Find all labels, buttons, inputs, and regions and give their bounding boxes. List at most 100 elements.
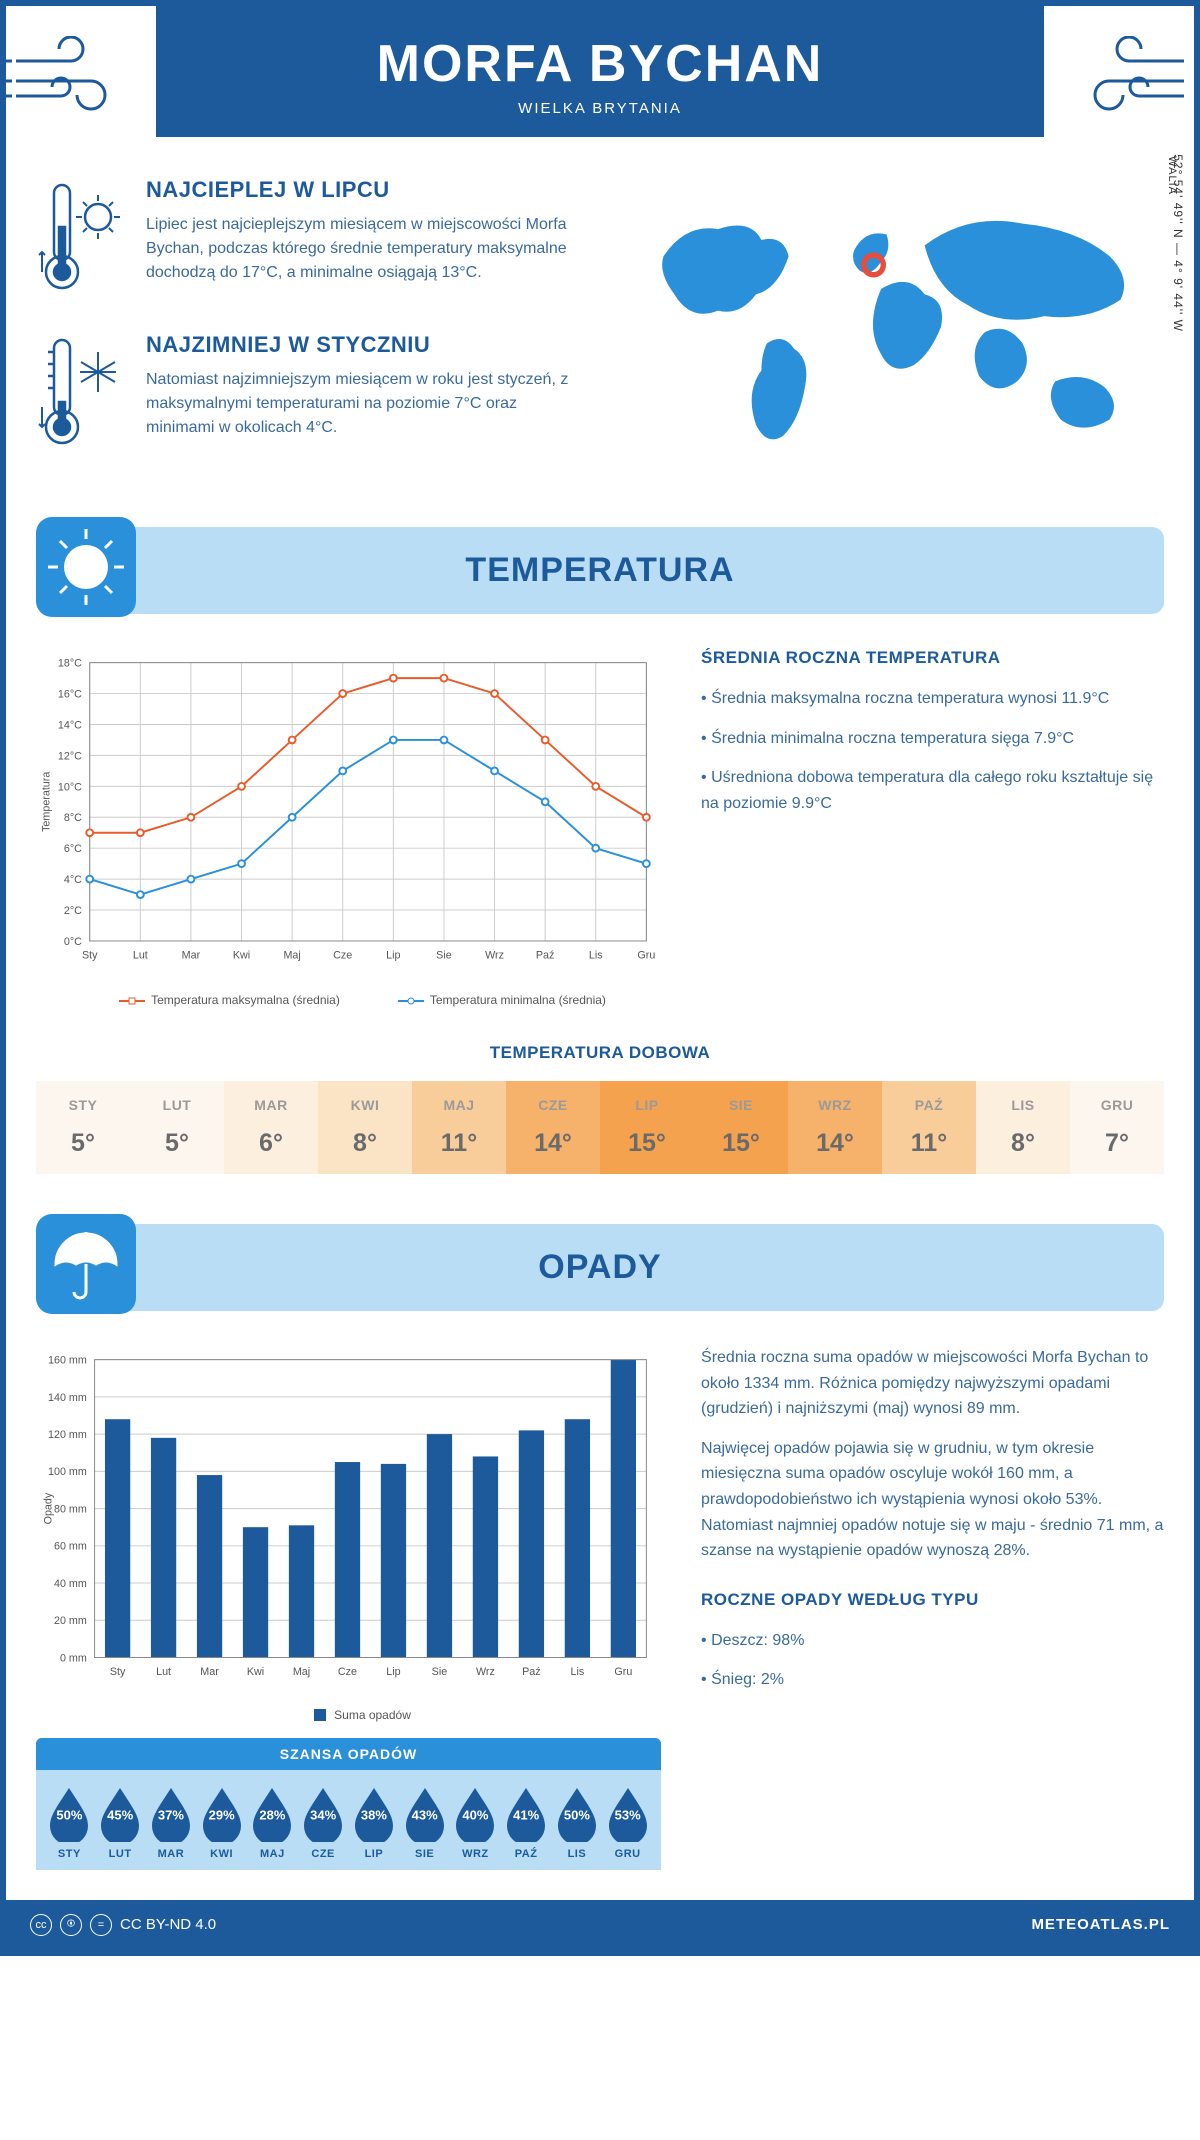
svg-text:Gru: Gru [637, 950, 655, 962]
svg-text:6°C: 6°C [64, 843, 82, 855]
svg-text:Lip: Lip [386, 1666, 400, 1678]
thermometer-cold-icon [36, 332, 126, 457]
svg-text:80 mm: 80 mm [54, 1504, 87, 1516]
svg-text:Temperatura: Temperatura [41, 772, 53, 832]
cc-icon: cc [30, 1914, 52, 1936]
svg-text:Sie: Sie [436, 950, 452, 962]
svg-text:Paź: Paź [536, 950, 554, 962]
coordinates: 52° 54' 49'' N — 4° 9' 44'' W [1171, 154, 1185, 332]
svg-text:Kwi: Kwi [247, 1666, 264, 1678]
chance-cell: 53%GRU [602, 1784, 653, 1860]
daily-temp-cell: SIE15° [694, 1081, 788, 1174]
chance-cell: 41%PAŹ [501, 1784, 552, 1860]
fact-hot-text: Lipiec jest najcieplejszym miesiącem w m… [146, 213, 580, 285]
svg-text:12°C: 12°C [58, 750, 82, 762]
svg-text:Lut: Lut [156, 1666, 171, 1678]
svg-text:2°C: 2°C [64, 905, 82, 917]
thermometer-hot-icon [36, 177, 126, 302]
precip-text-1: Średnia roczna suma opadów w miejscowośc… [701, 1345, 1164, 1422]
svg-text:Paź: Paź [522, 1666, 541, 1678]
fact-hot: NAJCIEPLEJ W LIPCU Lipiec jest najcieple… [36, 177, 580, 302]
svg-text:Cze: Cze [333, 950, 352, 962]
daily-temp-cell: MAJ11° [412, 1081, 506, 1174]
license: cc 🅯 = CC BY-ND 4.0 [30, 1914, 216, 1936]
daily-temp-cell: MAR6° [224, 1081, 318, 1174]
rain-chart-legend: Suma opadów [36, 1708, 661, 1722]
svg-text:8°C: 8°C [64, 812, 82, 824]
chance-cell: 50%LIS [552, 1784, 603, 1860]
chance-title: SZANSA OPADÓW [36, 1738, 661, 1770]
daily-temp-title: TEMPERATURA DOBOWA [36, 1043, 1164, 1063]
svg-text:18°C: 18°C [58, 658, 82, 670]
svg-text:Maj: Maj [283, 950, 300, 962]
svg-text:Sty: Sty [110, 1666, 126, 1678]
section-temperature-label: TEMPERATURA [465, 551, 734, 589]
section-precip-label: OPADY [538, 1248, 661, 1286]
license-text: CC BY-ND 4.0 [120, 1916, 216, 1933]
daily-temp-cell: LUT5° [130, 1081, 224, 1174]
wind-icon [1074, 36, 1194, 116]
svg-text:Lip: Lip [386, 950, 400, 962]
page-title: MORFA BYCHAN [156, 34, 1044, 94]
section-precip-title: OPADY [36, 1224, 1164, 1311]
page-subtitle: WIELKA BRYTANIA [156, 100, 1044, 117]
svg-text:100 mm: 100 mm [48, 1466, 87, 1478]
svg-text:Opady: Opady [43, 1492, 55, 1524]
by-icon: 🅯 [60, 1914, 82, 1936]
svg-text:40 mm: 40 mm [54, 1578, 87, 1590]
annual-precip-list: Deszcz: 98%Śnieg: 2% [701, 1628, 1164, 1693]
daily-temp-cell: LIS8° [976, 1081, 1070, 1174]
svg-text:Wrz: Wrz [485, 950, 504, 962]
fact-cold-text: Natomiast najzimniejszym miesiącem w rok… [146, 368, 580, 440]
svg-text:20 mm: 20 mm [54, 1615, 87, 1627]
svg-text:14°C: 14°C [58, 719, 82, 731]
page-header: MORFA BYCHAN WIELKA BRYTANIA [156, 6, 1044, 137]
svg-text:Lis: Lis [589, 950, 603, 962]
page-footer: cc 🅯 = CC BY-ND 4.0 METEOATLAS.PL [6, 1900, 1194, 1950]
svg-text:Sie: Sie [432, 1666, 448, 1678]
svg-text:Mar: Mar [182, 950, 201, 962]
avg-temp-item: Uśredniona dobowa temperatura dla całego… [701, 765, 1164, 816]
precip-chance-table: SZANSA OPADÓW 50%STY45%LUT37%MAR29%KWI28… [36, 1738, 661, 1870]
chance-cell: 38%LIP [349, 1784, 400, 1860]
svg-text:160 mm: 160 mm [48, 1355, 87, 1367]
chance-cell: 28%MAJ [247, 1784, 298, 1860]
precip-text-2: Najwięcej opadów pojawia się w grudniu, … [701, 1436, 1164, 1564]
sun-icon [36, 517, 136, 617]
fact-cold: NAJZIMNIEJ W STYCZNIU Natomiast najzimni… [36, 332, 580, 457]
avg-temp-item: Średnia maksymalna roczna temperatura wy… [701, 686, 1164, 712]
chance-cell: 43%SIE [399, 1784, 450, 1860]
nd-icon: = [90, 1914, 112, 1936]
svg-text:4°C: 4°C [64, 874, 82, 886]
chance-cell: 29%KWI [196, 1784, 247, 1860]
svg-text:16°C: 16°C [58, 688, 82, 700]
annual-precip-title: ROCZNE OPADY WEDŁUG TYPU [701, 1590, 1164, 1610]
svg-text:Lut: Lut [133, 950, 148, 962]
daily-temp-cell: CZE14° [506, 1081, 600, 1174]
svg-text:Lis: Lis [571, 1666, 585, 1678]
annual-item: Deszcz: 98% [701, 1628, 1164, 1654]
daily-temp-cell: STY5° [36, 1081, 130, 1174]
svg-text:120 mm: 120 mm [48, 1429, 87, 1441]
avg-temp-item: Średnia minimalna roczna temperatura się… [701, 726, 1164, 752]
svg-text:60 mm: 60 mm [54, 1541, 87, 1553]
site-name: METEOATLAS.PL [1031, 1916, 1170, 1933]
daily-temp-cell: PAŹ11° [882, 1081, 976, 1174]
world-map: WALIA 52° 54' 49'' N — 4° 9' 44'' W [620, 177, 1164, 487]
svg-text:Gru: Gru [614, 1666, 632, 1678]
svg-text:Cze: Cze [338, 1666, 357, 1678]
daily-temp-cell: KWI8° [318, 1081, 412, 1174]
wind-icon [6, 36, 126, 116]
chance-cell: 40%WRZ [450, 1784, 501, 1860]
svg-text:Maj: Maj [293, 1666, 310, 1678]
avg-temp-title: ŚREDNIA ROCZNA TEMPERATURA [701, 648, 1164, 668]
fact-hot-title: NAJCIEPLEJ W LIPCU [146, 177, 580, 203]
chance-cell: 37%MAR [146, 1784, 197, 1860]
daily-temp-cell: GRU7° [1070, 1081, 1164, 1174]
svg-text:0 mm: 0 mm [60, 1652, 87, 1664]
avg-temp-list: Średnia maksymalna roczna temperatura wy… [701, 686, 1164, 816]
temp-chart-legend: Temperatura maksymalna (średnia) Tempera… [36, 993, 661, 1007]
fact-cold-title: NAJZIMNIEJ W STYCZNIU [146, 332, 580, 358]
daily-temp-cell: LIP15° [600, 1081, 694, 1174]
chance-cell: 50%STY [44, 1784, 95, 1860]
